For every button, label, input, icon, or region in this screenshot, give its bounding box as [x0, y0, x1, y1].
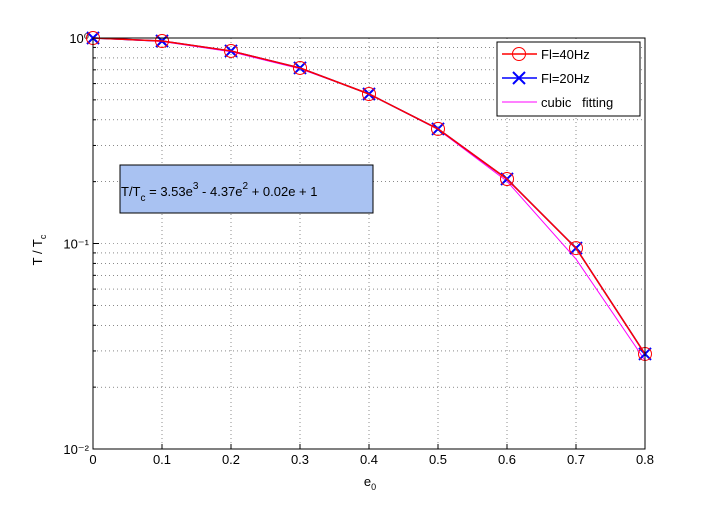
y-label-main: T / T: [30, 239, 45, 265]
axes-box: [92, 37, 646, 450]
legend-label: Fl=40Hz: [541, 47, 590, 62]
y-label-sub: c: [38, 234, 48, 239]
legend: Fl=40Hz Fl=20Hz cubic fitting: [496, 41, 641, 117]
marker: [155, 33, 169, 48]
ann-part: = 3.53e: [146, 184, 193, 199]
y-tick-label: 10⁻²: [63, 442, 89, 457]
ann-sub: c: [141, 193, 146, 204]
ann-part: T/T: [121, 184, 141, 199]
marker: [512, 71, 526, 85]
y-axis-label: T / Tc: [30, 234, 48, 265]
x-label-sub: 0: [371, 482, 376, 492]
x-tick-label: 0.3: [291, 452, 309, 467]
ann-sup: 3: [193, 181, 199, 192]
x-label-main: e: [364, 474, 371, 489]
x-tick-label: 0.5: [429, 452, 447, 467]
annotation: T/Tc = 3.53e3 - 4.37e2 + 0.02e + 1: [119, 164, 374, 214]
ann-part: + 0.02e + 1: [248, 184, 317, 199]
ann-sup: 2: [243, 181, 249, 192]
y-tick-label: 10⁰: [69, 31, 89, 46]
y-tick-label: 10⁻¹: [63, 237, 89, 252]
annotation-box: [119, 164, 374, 214]
x-tick-label: 0.7: [567, 452, 585, 467]
x-axis-label: e0: [364, 474, 376, 492]
plot: [86, 31, 652, 361]
ann-part: - 4.37e: [198, 184, 242, 199]
x-tick-label: 0.1: [153, 452, 171, 467]
x-tick-label: 0.4: [360, 452, 378, 467]
marker: [362, 86, 376, 101]
series-line: [92, 37, 646, 355]
marker: [512, 47, 526, 61]
legend-label: Fl=20Hz: [541, 71, 590, 86]
marker: [293, 60, 307, 75]
x-tick-label: 0.6: [498, 452, 516, 467]
x-tick-label: 0: [89, 452, 96, 467]
annotation-text: T/Tc = 3.53e3 - 4.37e2 + 0.02e + 1: [121, 181, 317, 204]
x-tick-label: 0.2: [222, 452, 240, 467]
marker: [500, 172, 514, 187]
x-tick-label: 0.8: [636, 452, 654, 467]
marker: [569, 241, 583, 256]
marker: [224, 43, 238, 58]
marker: [431, 121, 445, 136]
legend-label: cubic fitting: [541, 95, 613, 110]
